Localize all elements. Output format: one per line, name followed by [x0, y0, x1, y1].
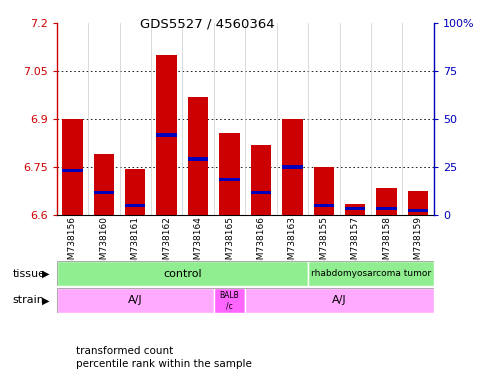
- Bar: [125, 169, 145, 215]
- Bar: [345, 207, 365, 210]
- Text: A/J: A/J: [332, 295, 347, 306]
- Bar: [251, 145, 271, 215]
- Bar: [377, 207, 397, 210]
- Bar: [408, 209, 428, 212]
- Bar: [62, 119, 83, 215]
- Bar: [308, 261, 434, 286]
- Text: control: control: [163, 268, 202, 279]
- Bar: [94, 154, 114, 215]
- Bar: [282, 119, 303, 215]
- Text: percentile rank within the sample: percentile rank within the sample: [76, 359, 252, 369]
- Bar: [156, 134, 177, 137]
- Bar: [57, 261, 308, 286]
- Bar: [345, 204, 365, 215]
- Bar: [57, 288, 214, 313]
- Bar: [94, 191, 114, 194]
- Bar: [314, 167, 334, 215]
- Bar: [251, 191, 271, 194]
- Text: ▶: ▶: [42, 268, 50, 279]
- Text: strain: strain: [12, 295, 44, 306]
- Bar: [219, 178, 240, 182]
- Text: tissue: tissue: [12, 268, 45, 279]
- Bar: [282, 166, 303, 169]
- Text: rhabdomyosarcoma tumor: rhabdomyosarcoma tumor: [311, 269, 431, 278]
- Bar: [188, 97, 209, 215]
- Bar: [408, 191, 428, 215]
- Text: ▶: ▶: [42, 295, 50, 306]
- Bar: [188, 157, 209, 161]
- Bar: [156, 55, 177, 215]
- Bar: [219, 133, 240, 215]
- Text: BALB
/c: BALB /c: [220, 291, 240, 310]
- Bar: [125, 204, 145, 207]
- Text: transformed count: transformed count: [76, 346, 174, 356]
- Text: GDS5527 / 4560364: GDS5527 / 4560364: [140, 17, 275, 30]
- Bar: [214, 288, 245, 313]
- Bar: [314, 204, 334, 207]
- Bar: [245, 288, 434, 313]
- Bar: [62, 169, 83, 172]
- Bar: [377, 188, 397, 215]
- Text: A/J: A/J: [128, 295, 142, 306]
